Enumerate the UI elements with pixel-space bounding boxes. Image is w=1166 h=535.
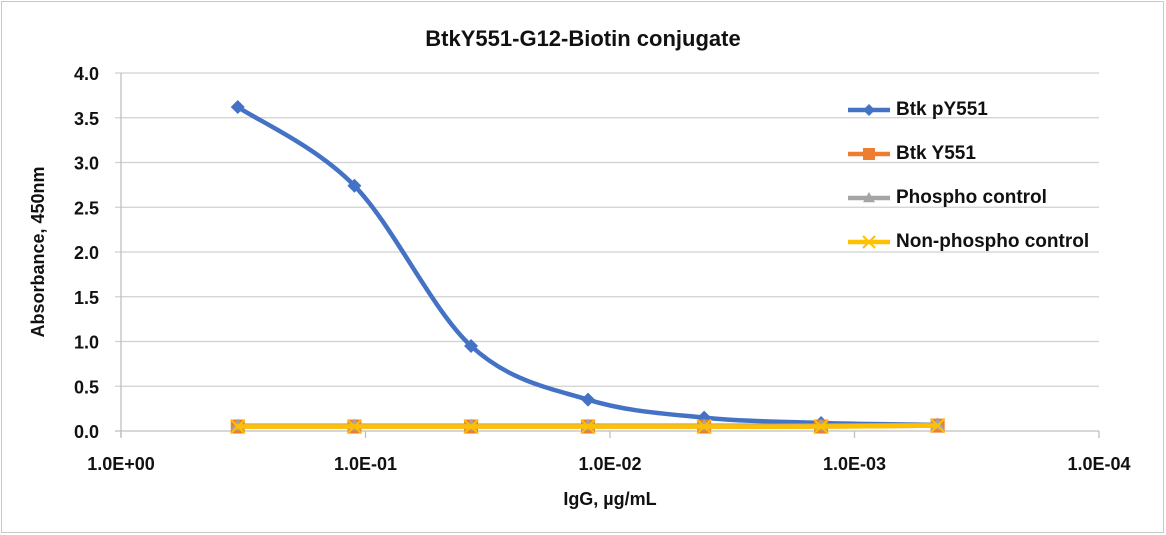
y-tick-label: 1.5 xyxy=(74,288,99,308)
legend-label: Btk pY551 xyxy=(896,99,988,120)
y-tick-label: 4.0 xyxy=(74,64,99,84)
legend-label: Non-phospho control xyxy=(896,231,1090,252)
y-tick-label: 3.0 xyxy=(74,154,99,174)
x-tick-label: 1.0E-04 xyxy=(1067,454,1130,474)
data-point xyxy=(813,418,829,435)
data-point xyxy=(346,418,363,435)
y-tick-label: 0.0 xyxy=(74,422,99,442)
y-tick-label: 3.5 xyxy=(74,109,99,129)
data-point xyxy=(347,178,362,193)
y-axis-label: Absorbance, 450nm xyxy=(28,166,48,337)
legend-item: Btk Y551 xyxy=(846,132,1089,176)
y-tick-label: 1.0 xyxy=(74,333,99,353)
data-point xyxy=(464,338,479,353)
chart-title: BtkY551-G12-Biotin conjugate xyxy=(425,26,741,51)
x-tick-label: 1.0E-01 xyxy=(334,454,397,474)
legend-item: Non-phospho control xyxy=(846,220,1089,264)
legend-square-icon xyxy=(848,148,890,160)
legend: Btk pY551 Btk Y551 Phospho control Non-phos… xyxy=(846,88,1089,264)
y-tick-label: 0.5 xyxy=(74,377,99,397)
y-tick-label: 2.5 xyxy=(74,198,99,218)
x-tick-label: 1.0E-02 xyxy=(578,454,641,474)
data-point xyxy=(230,100,245,115)
data-point xyxy=(696,418,712,435)
series-line xyxy=(235,104,940,427)
data-point xyxy=(580,418,596,435)
legend-diamond-icon xyxy=(848,104,890,116)
data-point xyxy=(581,392,596,407)
legend-triangle-icon xyxy=(848,192,890,203)
data-point xyxy=(230,418,246,435)
x-axis-label: IgG, µg/mL xyxy=(563,489,656,509)
legend-x-icon xyxy=(848,235,890,249)
data-point xyxy=(463,418,479,435)
legend-item: Phospho control xyxy=(846,176,1089,220)
legend-item: Btk pY551 xyxy=(846,88,1089,132)
legend-label: Btk Y551 xyxy=(896,143,976,164)
x-tick-label: 1.0E-03 xyxy=(823,454,886,474)
x-tick-label: 1.0E+00 xyxy=(87,454,155,474)
legend-label: Phospho control xyxy=(896,187,1047,208)
y-tick-label: 2.0 xyxy=(74,243,99,263)
data-point xyxy=(929,417,946,434)
